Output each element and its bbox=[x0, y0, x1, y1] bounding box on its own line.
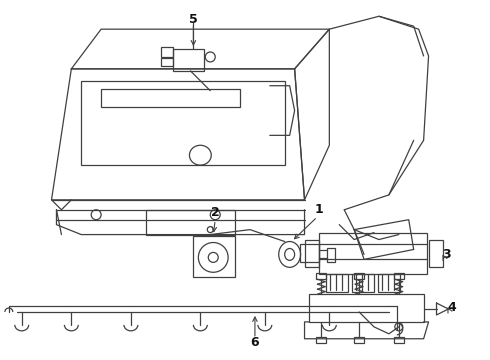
Bar bbox=[429, 239, 443, 267]
Bar bbox=[378, 274, 400, 292]
Text: 3: 3 bbox=[442, 248, 451, 261]
Bar bbox=[354, 273, 364, 279]
Bar bbox=[81, 81, 285, 165]
Bar bbox=[354, 337, 364, 343]
Bar bbox=[305, 239, 319, 267]
Text: 4: 4 bbox=[447, 301, 456, 314]
Text: 6: 6 bbox=[250, 336, 259, 349]
Bar bbox=[194, 235, 235, 277]
Bar bbox=[319, 233, 427, 274]
Bar bbox=[161, 58, 172, 66]
Text: 1: 1 bbox=[315, 203, 324, 216]
Text: 2: 2 bbox=[211, 206, 220, 219]
Bar bbox=[326, 274, 348, 292]
Bar bbox=[394, 273, 404, 279]
Bar bbox=[317, 273, 326, 279]
Bar bbox=[146, 210, 235, 235]
Bar bbox=[352, 274, 374, 292]
Bar bbox=[394, 337, 404, 343]
Bar bbox=[327, 248, 335, 262]
Text: 5: 5 bbox=[189, 13, 198, 26]
Bar bbox=[317, 337, 326, 343]
Bar bbox=[172, 49, 204, 71]
Bar bbox=[310, 294, 424, 322]
Bar bbox=[161, 47, 172, 57]
Bar bbox=[101, 89, 240, 107]
Bar bbox=[299, 244, 319, 262]
